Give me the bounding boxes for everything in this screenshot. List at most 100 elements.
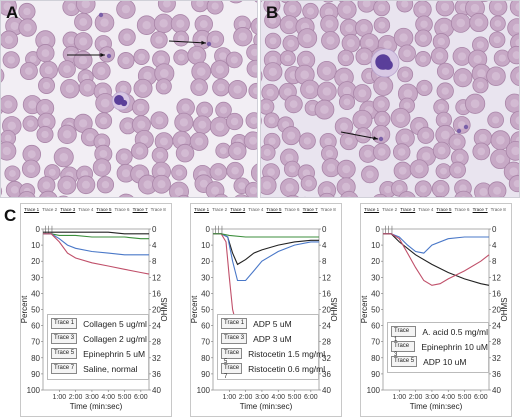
series-line [43, 233, 149, 256]
legend-trace-chip[interactable]: Trace 5 [51, 348, 78, 359]
right-axis-title: OHMS [160, 298, 169, 322]
trace-header-item[interactable]: Trace 2 [212, 207, 228, 212]
legend-trace-chip[interactable]: Trace 1 [51, 318, 78, 329]
trace-header-item[interactable]: Trace 3 [230, 207, 246, 212]
left-tick-label: 30 [201, 273, 210, 282]
left-tick-label: 40 [31, 289, 40, 298]
right-tick-label: 0 [492, 225, 497, 234]
trace-header-item[interactable]: Trace 3 [400, 207, 416, 212]
left-tick-label: 90 [371, 370, 380, 379]
trace-header-item[interactable]: Trace 7 [132, 207, 148, 212]
left-tick-label: 100 [27, 386, 41, 395]
x-tick-label: 3:00 [255, 394, 269, 401]
x-tick-label: 6:00 [134, 394, 148, 401]
chart-legend: Trace 1 ADP 5 uM Trace 3 ADP 3 uM Trace 5 Ris… [217, 314, 325, 380]
legend-trace-chip[interactable]: Trace 1 [221, 318, 248, 329]
trace-header-item[interactable]: Trace 1 [24, 207, 40, 212]
series-line [213, 233, 319, 266]
trace-header-item[interactable]: Trace 3 [60, 207, 76, 212]
micrograph-b [260, 0, 520, 198]
chart-legend: Trace 1 A. acid 0.5 mg/ml Trace 3 Epinephri… [387, 322, 489, 373]
trace-header-item[interactable]: Trace 4 [78, 207, 94, 212]
left-tick-label: 40 [371, 289, 380, 298]
trace-header-item[interactable]: Trace 1 [364, 207, 380, 212]
legend-entry[interactable]: Trace 5 ADP 10 uM [391, 356, 466, 367]
legend-trace-chip[interactable]: Trace 3 [391, 341, 416, 358]
series-line [383, 233, 490, 286]
legend-trace-chip[interactable]: Trace 1 [391, 326, 417, 343]
legend-trace-chip[interactable]: Trace 3 [221, 333, 248, 344]
trace-header-item[interactable]: Trace 5 [96, 207, 112, 212]
trace-header-item[interactable]: Trace 7 [472, 207, 488, 212]
series-line [213, 233, 319, 282]
legend-entry[interactable]: Trace 3 Epinephrin 10 uM [391, 341, 488, 358]
legend-entry[interactable]: Trace 3 ADP 3 uM [221, 333, 292, 344]
left-tick-label: 70 [31, 338, 40, 347]
trace-header-item[interactable]: Trace 8 [320, 207, 336, 212]
legend-trace-chip[interactable]: Trace 7 [221, 363, 243, 380]
legend-entry[interactable]: Trace 3 Collagen 2 ug/ml [51, 333, 147, 344]
panel-label-a: A [6, 3, 19, 22]
legend-trace-chip[interactable]: Trace 7 [51, 363, 78, 374]
series-line [383, 233, 490, 286]
legend-entry[interactable]: Trace 5 Ristocetin 1.5 mg/ml [221, 348, 325, 365]
legend-entry[interactable]: Trace 1 A. acid 0.5 mg/ml [391, 326, 488, 343]
right-axis-title: OHMS [330, 298, 339, 322]
left-tick-label: 60 [371, 322, 380, 331]
right-tick-label: 4 [152, 241, 157, 250]
left-tick-label: 80 [31, 354, 40, 363]
series-line [213, 233, 319, 238]
legend-trace-chip[interactable]: Trace 5 [221, 348, 243, 365]
right-tick-label: 20 [322, 306, 331, 315]
trace-header-item[interactable]: Trace 6 [284, 207, 300, 212]
x-tick-label: 1:00 [52, 394, 66, 401]
legend-entry[interactable]: Trace 7 Saline, normal [51, 363, 137, 374]
left-tick-label: 70 [371, 338, 380, 347]
legend-entry[interactable]: Trace 5 Epinephrin 5 uM [51, 348, 145, 359]
x-tick-label: 2:00 [69, 394, 83, 401]
left-tick-label: 60 [201, 322, 210, 331]
trace-header-item[interactable]: Trace 4 [248, 207, 264, 212]
trace-header-item[interactable]: Trace 7 [302, 207, 318, 212]
trace-header-item[interactable]: Trace 1 [194, 207, 210, 212]
trace-header-item[interactable]: Trace 6 [114, 207, 130, 212]
x-tick-label: 1:00 [222, 394, 236, 401]
legend-entry[interactable]: Trace 1 ADP 5 uM [221, 318, 292, 329]
trace-header: Trace 1 Trace 2 Trace 3 Trace 4 Trace 5 Trace… [24, 207, 169, 212]
left-tick-label: 100 [367, 386, 381, 395]
trace-header-item[interactable]: Trace 8 [150, 207, 166, 212]
trace-header-item[interactable]: Trace 2 [42, 207, 58, 212]
right-tick-label: 16 [322, 289, 331, 298]
legend-entry[interactable]: Trace 7 Ristocetin 0.6 mg/ml [221, 363, 325, 380]
right-tick-label: 4 [322, 241, 327, 250]
trace-header-item[interactable]: Trace 2 [382, 207, 398, 212]
chart-plot: 0 10 20 30 40 50 60 70 80 90 100 0 4 8 12 16 20 24 28 32 36 4… [191, 225, 339, 411]
right-tick-label: 8 [152, 257, 157, 266]
left-tick-label: 100 [197, 386, 211, 395]
left-tick-label: 10 [371, 241, 380, 250]
x-tick-label: 4:00 [441, 394, 455, 401]
trace-header-item[interactable]: Trace 5 [436, 207, 452, 212]
series-line [383, 233, 489, 254]
x-tick-label: 4:00 [271, 394, 285, 401]
trace-header-item[interactable]: Trace 4 [418, 207, 434, 212]
right-tick-label: 40 [492, 386, 501, 395]
left-tick-label: 0 [36, 225, 41, 234]
left-tick-label: 40 [201, 289, 210, 298]
legend-entry[interactable]: Trace 1 Collagen 5 ug/ml [51, 318, 147, 329]
aggregation-chart-2: Trace 1 Trace 2 Trace 3 Trace 4 Trace 5 Trace… [190, 203, 342, 417]
trace-header-item[interactable]: Trace 8 [490, 207, 506, 212]
left-tick-label: 20 [201, 257, 210, 266]
legend-trace-chip[interactable]: Trace 3 [51, 333, 78, 344]
left-tick-label: 50 [31, 306, 40, 315]
left-tick-label: 0 [206, 225, 211, 234]
trace-header-item[interactable]: Trace 5 [266, 207, 282, 212]
right-tick-label: 28 [492, 338, 501, 347]
left-tick-label: 50 [371, 306, 380, 315]
legend-trace-chip[interactable]: Trace 5 [391, 356, 418, 367]
right-tick-label: 24 [152, 322, 161, 331]
trace-header: Trace 1 Trace 2 Trace 3 Trace 4 Trace 5 Trace… [194, 207, 339, 212]
right-axis-title: OHMS [500, 298, 509, 322]
trace-header-item[interactable]: Trace 6 [454, 207, 470, 212]
right-tick-label: 28 [152, 338, 161, 347]
